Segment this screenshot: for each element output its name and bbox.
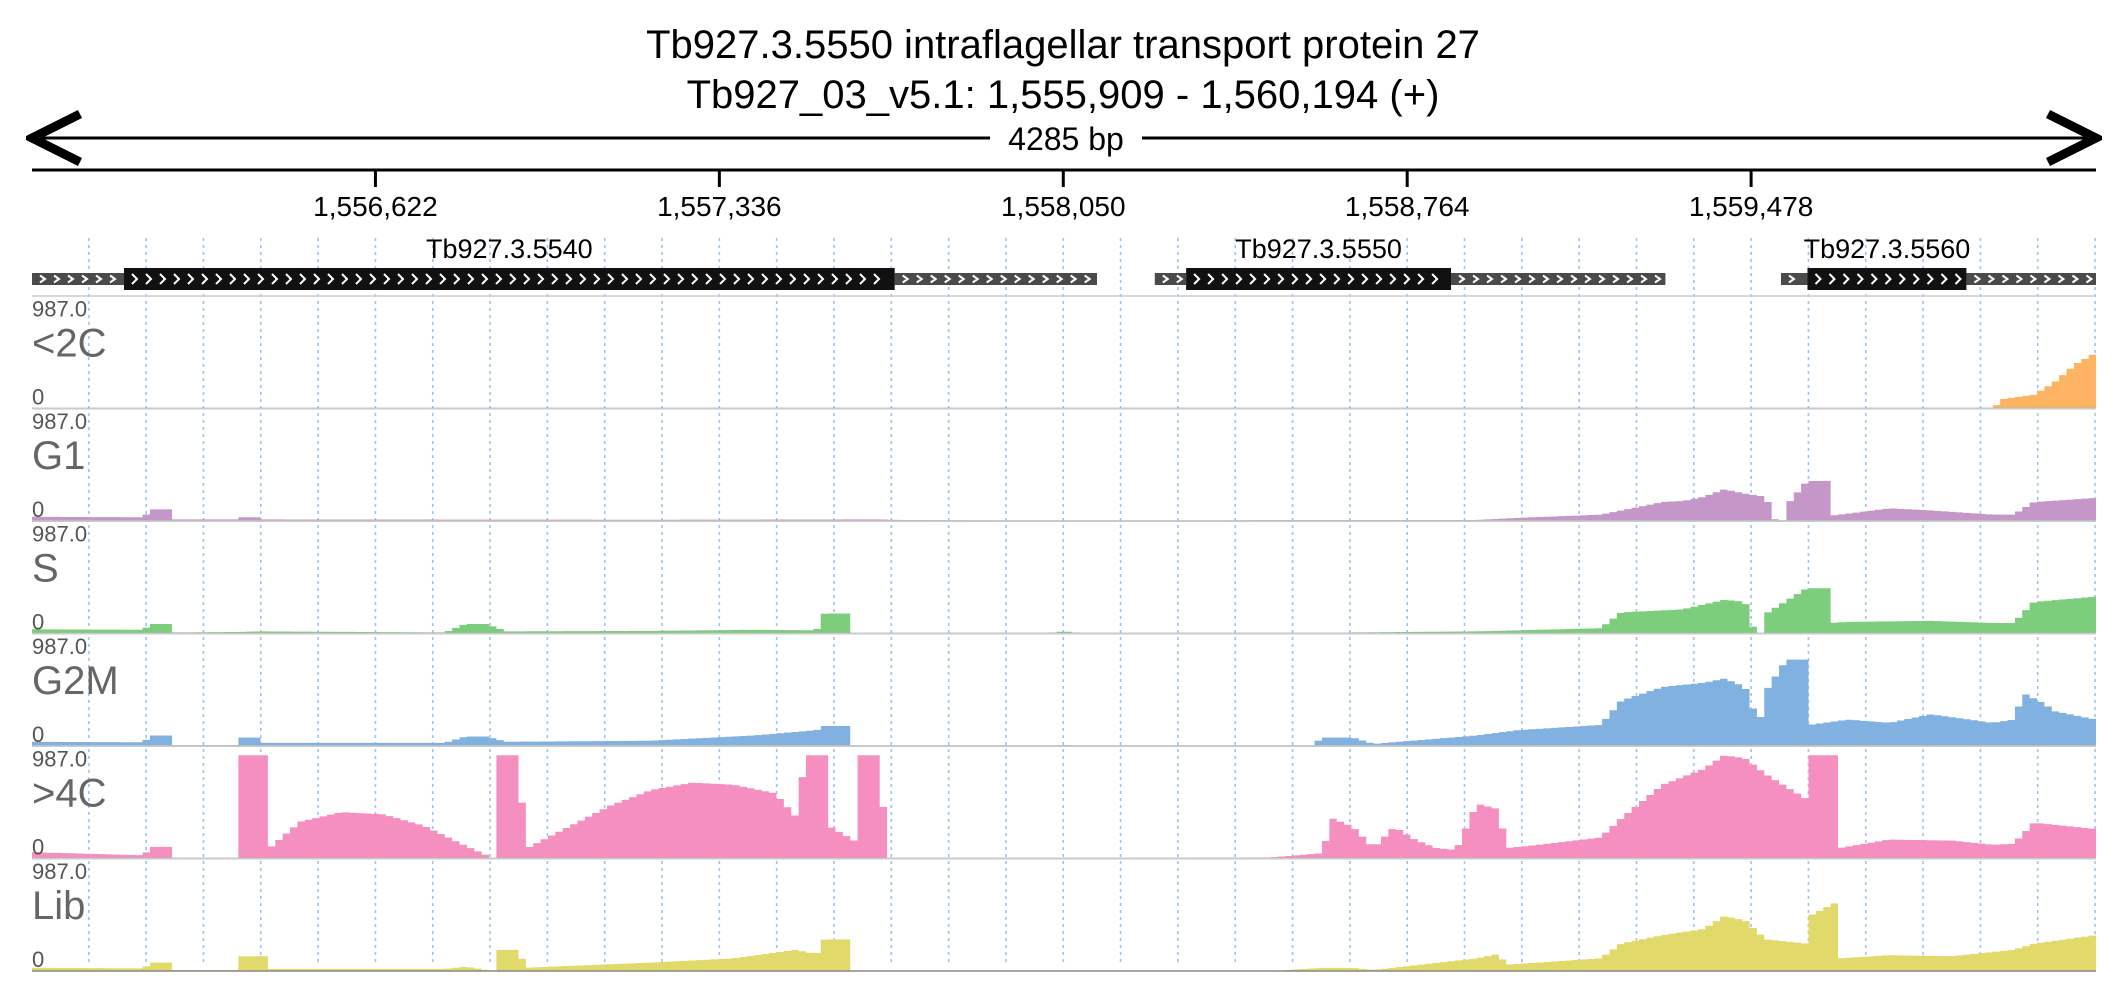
strand-chevrons [1973, 274, 2094, 284]
gene-models: Tb927.3.5540 Tb927.3.5550 Tb927.3.5560 [32, 234, 2096, 290]
gene-title: Tb927.3.5550 intraflagellar transport pr… [646, 23, 1480, 67]
track-name-label: Lib [32, 884, 85, 928]
coverage-track: 987.0 0 Lib [32, 857, 2096, 972]
coverage-area [32, 903, 2096, 971]
track-min-label: 0 [32, 385, 44, 410]
coverage-area [32, 588, 2096, 634]
gene-model: Tb927.3.5560 [1780, 234, 2096, 290]
gene-cds [124, 268, 895, 290]
strand-chevrons [1814, 273, 1962, 285]
coordinate-axis: 1,556,622 1,557,336 1,558,050 1,558,764 1,55… [32, 168, 2096, 222]
strand-chevrons [1788, 274, 1796, 284]
track-min-label: 0 [32, 835, 44, 860]
coverage-track: 987.0 0 >4C [32, 745, 2096, 860]
strand-chevrons [1458, 274, 1662, 284]
axis-tick-label: 1,556,622 [313, 191, 438, 222]
gene-label: Tb927.3.5550 [1235, 234, 1402, 264]
track-min-label: 0 [32, 947, 44, 972]
gene-label: Tb927.3.5560 [1804, 234, 1971, 264]
track-max-label: 987.0 [32, 409, 87, 434]
strand-chevrons [39, 274, 117, 284]
track-max-label: 987.0 [32, 522, 87, 547]
gene-model: Tb927.3.5540 [32, 234, 1097, 290]
strand-chevrons [1162, 274, 1184, 284]
track-min-label: 0 [32, 722, 44, 747]
gene-utr [1966, 273, 2096, 285]
gene-utr [894, 273, 1097, 285]
gene-label: Tb927.3.5540 [426, 234, 593, 264]
span-ruler: 4285 bp [32, 121, 2096, 157]
coverage-tracks: 987.00<2C987.00G1987.00S987.00G2M987.00>… [32, 295, 2096, 972]
track-name-label: >4C [32, 772, 107, 816]
strand-chevrons [1193, 273, 1439, 285]
coverage-area [32, 659, 2096, 746]
axis-tick-label: 1,557,336 [657, 191, 782, 222]
span-length-label: 4285 bp [1008, 121, 1124, 157]
coverage-area [32, 480, 2096, 521]
gene-model: Tb927.3.5550 [1154, 234, 1666, 290]
coverage-area [32, 755, 2096, 859]
gene-utr [1451, 273, 1666, 285]
gene-cds [1186, 268, 1452, 290]
track-name-label: G2M [32, 659, 119, 703]
track-min-label: 0 [32, 497, 44, 522]
track-name-label: <2C [32, 322, 107, 366]
strand-chevrons [902, 274, 1092, 284]
track-max-label: 987.0 [32, 747, 87, 772]
track-max-label: 987.0 [32, 859, 87, 884]
axis-tick-label: 1,559,478 [1689, 191, 1814, 222]
track-min-label: 0 [32, 610, 44, 635]
axis-tick-label: 1,558,050 [1001, 191, 1126, 222]
gene-cds [1807, 268, 1967, 290]
axis-tick-label: 1,558,764 [1345, 191, 1470, 222]
locus-coordinates: Tb927_03_v5.1: 1,555,909 - 1,560,194 (+) [686, 73, 1440, 117]
track-name-label: G1 [32, 434, 85, 478]
strand-chevrons [131, 273, 881, 285]
track-max-label: 987.0 [32, 634, 87, 659]
track-max-label: 987.0 [32, 297, 87, 322]
track-name-label: S [32, 547, 59, 591]
